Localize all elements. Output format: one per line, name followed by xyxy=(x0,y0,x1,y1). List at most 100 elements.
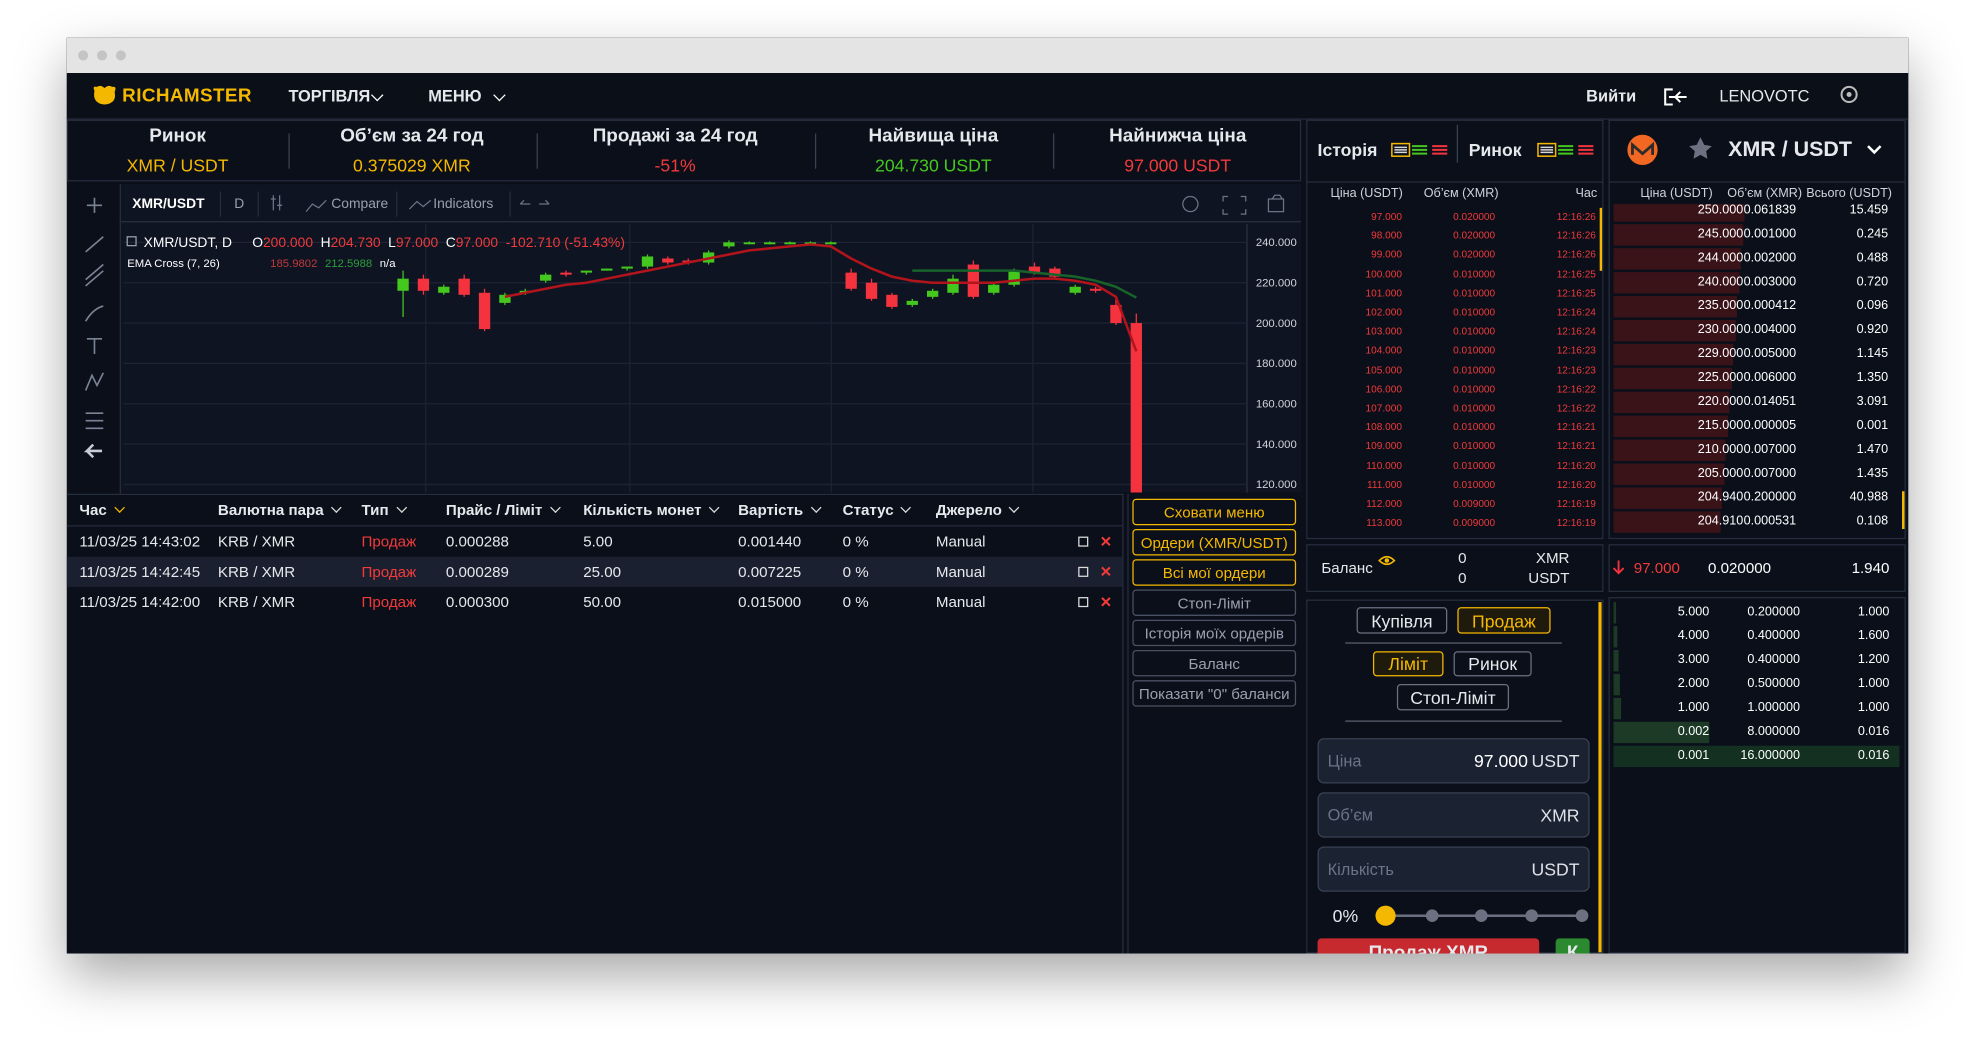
table-cell: Manual xyxy=(935,532,986,551)
table-header[interactable]: Прайс / Ліміт xyxy=(445,501,543,519)
ask-cell: 0.001 xyxy=(1856,418,1889,433)
candle-body xyxy=(784,242,796,245)
indicator-legend: EMA Cross (7, 26) 185.9802 212.5988 n/a xyxy=(127,258,396,270)
bid-cell: 1.600 xyxy=(1857,629,1890,644)
history-cell: 111.000 xyxy=(1367,479,1402,491)
input-unit: XMR xyxy=(1540,804,1580,826)
ask-cell: 1.350 xyxy=(1856,370,1889,385)
edit-icon[interactable] xyxy=(1078,536,1089,547)
table-header[interactable]: Статус xyxy=(842,501,894,519)
edit-icon[interactable] xyxy=(1078,566,1089,577)
side-button[interactable]: Історія моїх ордерів xyxy=(1132,619,1297,647)
col-header: Ціна (USDT) xyxy=(1330,187,1403,201)
history-header-line xyxy=(1306,181,1604,183)
candle-body xyxy=(539,274,552,281)
candle-body xyxy=(1028,266,1041,273)
bid-cell: 1.000 xyxy=(1677,700,1710,715)
depth-bar xyxy=(1613,319,1736,341)
ask-cell: 0.005000 xyxy=(1743,347,1797,361)
ticker-label: Ринок xyxy=(149,125,206,147)
candle-body xyxy=(1008,270,1020,285)
bid-cell: 0.500000 xyxy=(1747,677,1800,691)
balance-amount: 0 xyxy=(1458,549,1467,567)
ask-cell: 0.007000 xyxy=(1743,466,1797,481)
ticker-label: Найнижча ціна xyxy=(1109,125,1247,147)
side-button[interactable]: Баланс xyxy=(1132,649,1297,677)
balance-label: Баланс xyxy=(1321,559,1373,577)
input-field[interactable] xyxy=(1317,792,1590,838)
ohlc-value: 97.000 xyxy=(396,234,439,250)
submit-buy[interactable]: К xyxy=(1555,938,1590,954)
delete-icon[interactable]: × xyxy=(1100,561,1112,583)
table-header[interactable]: Вартість xyxy=(738,501,804,519)
history-cell: 100.000 xyxy=(1365,268,1402,280)
ask-cell: 204.940 xyxy=(1697,490,1744,505)
history-cell: 0.009000 xyxy=(1453,498,1496,510)
history-cell: 0.010000 xyxy=(1453,364,1496,376)
side-button[interactable]: Сховати меню xyxy=(1132,498,1297,526)
table-cell: 25.00 xyxy=(583,563,622,581)
ask-cell: 0.004000 xyxy=(1743,323,1797,337)
history-cell: 12:16:20 xyxy=(1556,459,1596,472)
edit-icon[interactable] xyxy=(1078,597,1089,608)
market-header-line xyxy=(1608,181,1906,183)
history-cell: 108.000 xyxy=(1365,421,1402,433)
depth-bar xyxy=(1613,343,1734,365)
type-tab[interactable]: Ринок xyxy=(1453,651,1532,677)
last-trade: 1.940 xyxy=(1851,559,1890,577)
table-header[interactable]: Валютна пара xyxy=(217,501,324,519)
depth-bar xyxy=(1613,462,1724,485)
table-cell: 0.000300 xyxy=(445,593,509,611)
type-tab[interactable]: Ліміт xyxy=(1372,651,1444,677)
depth-bar xyxy=(1613,721,1710,743)
candle-body xyxy=(438,286,450,293)
table-header[interactable]: Кількість монет xyxy=(583,501,702,519)
market-pair[interactable]: XMR / USDT xyxy=(1728,137,1852,162)
submit-sell[interactable]: Продаж XMR xyxy=(1317,938,1540,954)
history-cell: 0.010000 xyxy=(1453,287,1496,299)
candle-body xyxy=(1110,304,1122,324)
ohlc-label: C xyxy=(446,234,456,250)
depth-bar xyxy=(1613,649,1619,671)
table-header[interactable]: Час xyxy=(79,501,107,519)
side-tab[interactable]: Купівля xyxy=(1356,607,1448,634)
last-trade: 97.000 xyxy=(1633,559,1680,577)
logout[interactable]: Вийти xyxy=(1586,86,1637,106)
bid-cell: 1.000 xyxy=(1857,700,1890,715)
side-button[interactable]: Всі мої ордери xyxy=(1132,559,1297,586)
table-header[interactable]: Джерело xyxy=(935,501,1002,519)
input-field[interactable] xyxy=(1317,846,1590,892)
table-header[interactable]: Тип xyxy=(361,501,389,519)
side-button[interactable]: Стоп-Ліміт xyxy=(1132,589,1297,616)
table-header-line xyxy=(66,525,1123,527)
col-header: Всього (USDT) xyxy=(1806,187,1892,201)
ask-cell: 0.720 xyxy=(1856,275,1889,290)
ask-cell: 0.001000 xyxy=(1743,227,1797,242)
nav-menu[interactable]: ТОРГІВЛЯ xyxy=(288,86,371,106)
side-tab[interactable]: Продаж xyxy=(1457,607,1551,634)
candle-body xyxy=(988,284,1000,293)
delete-icon[interactable]: × xyxy=(1100,530,1112,553)
side-button[interactable]: Показати "0" баланси xyxy=(1132,680,1297,707)
market-title[interactable]: Ринок xyxy=(1468,139,1522,160)
type-tab[interactable]: Стоп-Ліміт xyxy=(1396,683,1510,711)
depth-bar xyxy=(1613,223,1743,245)
depth-bar xyxy=(1613,745,1900,767)
ticker-label: Продажі за 24 год xyxy=(592,125,758,147)
side-button[interactable]: Ордери (XMR/USDT) xyxy=(1132,529,1297,556)
depth-bar xyxy=(1613,204,1745,222)
input-field[interactable] xyxy=(1317,738,1590,784)
table-cell: 11/03/25 14:43:02 xyxy=(79,532,201,551)
bid-cell: 16.000000 xyxy=(1740,748,1800,763)
table-cell: Продаж xyxy=(361,563,417,581)
delete-icon[interactable]: × xyxy=(1100,591,1112,613)
history-cell: 106.000 xyxy=(1365,383,1402,395)
history-title[interactable]: Історія xyxy=(1317,139,1378,160)
nav-menu[interactable]: МЕНЮ xyxy=(428,86,482,106)
ema-line xyxy=(504,243,1138,352)
ask-cell: 0.920 xyxy=(1856,323,1889,337)
slider-thumb[interactable] xyxy=(1375,905,1396,926)
username[interactable]: LENOVOTC xyxy=(1719,86,1810,106)
history-cell: 12:16:22 xyxy=(1556,383,1596,395)
history-cell: 12:16:21 xyxy=(1556,440,1596,453)
